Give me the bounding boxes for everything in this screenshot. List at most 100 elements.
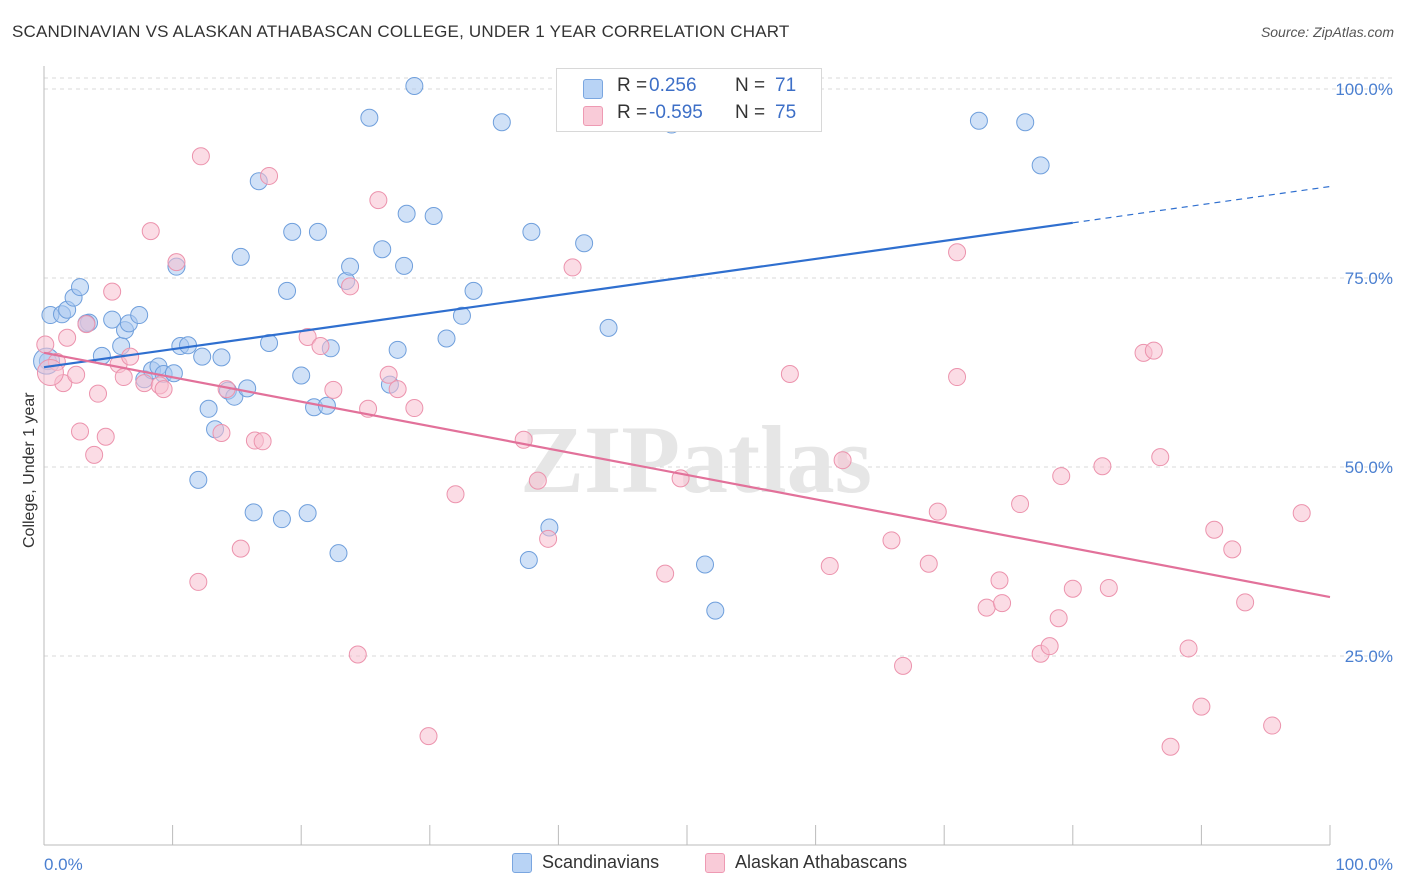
y-tick-label: 100.0%	[1335, 80, 1393, 99]
data-point	[114, 368, 133, 387]
data-point	[599, 318, 618, 337]
data-point	[135, 374, 154, 393]
y-axis-label: College, Under 1 year	[21, 392, 38, 548]
data-point	[360, 108, 379, 127]
data-point	[341, 257, 360, 276]
data-point	[212, 348, 231, 367]
data-point	[348, 645, 367, 664]
data-point	[1223, 540, 1242, 559]
data-point	[189, 470, 208, 489]
data-point	[575, 234, 594, 253]
data-point	[103, 310, 122, 329]
data-point	[452, 306, 471, 325]
data-point	[231, 247, 250, 266]
data-point	[231, 539, 250, 558]
data-point	[969, 111, 988, 130]
data-point	[528, 471, 547, 490]
data-point	[388, 340, 407, 359]
legend-row-alaskan-athabascans: R = -0.595 N = 75	[557, 102, 821, 128]
data-point	[405, 76, 424, 95]
y-tick-label: 25.0%	[1345, 647, 1393, 666]
data-point	[324, 380, 343, 399]
r-label: R =	[617, 102, 648, 123]
data-point	[298, 504, 317, 523]
gridlines	[44, 77, 1395, 657]
data-point	[948, 368, 967, 387]
n-value: 75	[775, 102, 797, 123]
n-label: N =	[735, 75, 766, 96]
data-point	[369, 191, 388, 210]
data-point	[67, 365, 86, 384]
data-point	[199, 399, 218, 418]
data-point	[1052, 467, 1071, 486]
data-point	[71, 422, 90, 441]
chart-title: SCANDINAVIAN VS ALASKAN ATHABASCAN COLLE…	[12, 22, 790, 41]
data-point	[96, 427, 115, 446]
data-point	[260, 166, 279, 185]
data-point	[1093, 457, 1112, 476]
axes	[43, 66, 1331, 846]
data-point	[1151, 448, 1170, 467]
r-value: -0.595	[649, 102, 703, 123]
data-point	[373, 240, 392, 259]
data-point	[167, 253, 186, 272]
data-point	[329, 544, 348, 563]
trend-line-alaskan-athabascans	[43, 351, 1331, 599]
data-point	[311, 337, 330, 356]
data-point	[446, 485, 465, 504]
legend-label: Alaskan Athabascans	[735, 852, 908, 872]
data-point	[191, 147, 210, 166]
data-point	[141, 222, 160, 241]
data-point	[1179, 639, 1198, 658]
x-tick-label: 100.0%	[1335, 855, 1393, 874]
tick-labels: 100.0% 75.0% 50.0% 25.0% 0.0% 100.0%	[44, 80, 1393, 874]
data-point	[706, 601, 725, 620]
stats-legend: R = 0.256 N = 71 R = -0.595 N = 75	[556, 68, 822, 132]
data-point	[154, 380, 173, 399]
data-point	[244, 503, 263, 522]
data-point	[780, 365, 799, 384]
data-point	[1161, 737, 1180, 756]
data-point	[492, 113, 511, 132]
data-point	[130, 306, 149, 325]
data-point	[298, 327, 317, 346]
data-point	[1144, 341, 1163, 360]
data-point	[696, 555, 715, 574]
y-tick-label: 50.0%	[1345, 458, 1393, 477]
data-point	[563, 258, 582, 277]
data-point	[820, 557, 839, 576]
data-point	[1063, 579, 1082, 598]
data-point	[919, 554, 938, 573]
data-point	[1031, 156, 1050, 175]
data-point	[539, 529, 558, 548]
data-point	[77, 315, 96, 334]
data-point	[1236, 593, 1255, 612]
data-point	[928, 502, 947, 521]
data-point	[894, 656, 913, 675]
data-point	[464, 281, 483, 300]
data-point	[1192, 697, 1211, 716]
data-point	[522, 222, 541, 241]
watermark: ZIPatlas	[520, 406, 872, 513]
data-point	[1016, 113, 1035, 132]
data-point	[238, 379, 257, 398]
data-point	[283, 222, 302, 241]
data-point	[341, 277, 360, 296]
data-point	[71, 278, 90, 297]
data-point	[388, 380, 407, 399]
data-point	[189, 572, 208, 591]
data-point	[1292, 504, 1311, 523]
data-point	[977, 598, 996, 617]
series-layer	[33, 76, 1311, 756]
trend-layer	[43, 185, 1331, 599]
legend-label: Scandinavians	[542, 852, 660, 872]
legend-swatch	[705, 853, 725, 873]
data-point	[405, 399, 424, 418]
trend-line-scandinavians	[43, 221, 1073, 369]
data-point	[212, 423, 231, 442]
data-point	[308, 222, 327, 241]
legend-row-scandinavians: R = 0.256 N = 71	[557, 75, 821, 101]
data-point	[36, 359, 64, 386]
n-value: 71	[775, 75, 797, 96]
